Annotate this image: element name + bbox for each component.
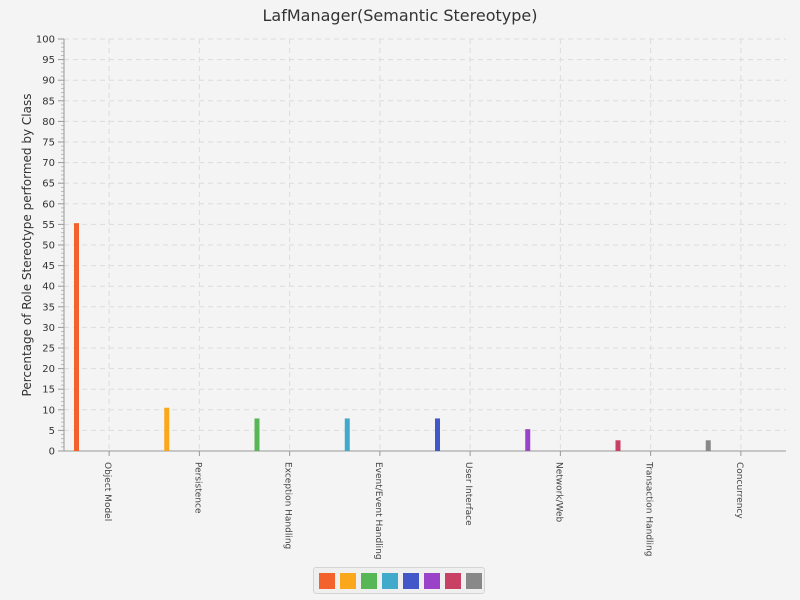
y-tick-label: 5 — [49, 426, 55, 437]
x-tick-label: Network/Web — [553, 462, 563, 523]
y-tick-label: 30 — [42, 323, 55, 334]
y-tick-label: 35 — [42, 302, 55, 313]
y-tick-label: 100 — [36, 35, 55, 46]
y-tick-label: 25 — [42, 344, 55, 355]
y-tick-label: 95 — [42, 55, 55, 66]
y-tick-label: 80 — [42, 117, 55, 128]
x-tick-label: Concurrency — [734, 462, 744, 519]
y-tick-label: 10 — [42, 405, 55, 416]
legend-swatch-5 — [424, 572, 440, 589]
axes — [58, 38, 786, 456]
y-tick-label: 0 — [49, 447, 55, 458]
bar-1 — [164, 407, 170, 451]
legend — [313, 567, 485, 594]
bar-5 — [525, 429, 531, 451]
x-tick-label: User Interface — [463, 462, 473, 526]
y-tick-label: 70 — [42, 158, 55, 169]
legend-swatch-4 — [403, 572, 419, 589]
legend-swatch-2 — [361, 572, 377, 589]
y-tick-label: 60 — [42, 199, 55, 210]
bar-0 — [74, 223, 79, 451]
x-tick-label: Event/Event Handling — [373, 462, 383, 560]
chart-title: LafManager(Semantic Stereotype) — [262, 6, 538, 25]
bar-2 — [254, 418, 260, 451]
y-tick-label: 50 — [42, 241, 55, 252]
x-tick-labels: Object Model Persistence Exception Handlin… — [102, 461, 744, 560]
x-tick-label: Exception Handling — [283, 462, 293, 549]
bar-4 — [435, 418, 440, 451]
legend-swatch-7 — [466, 572, 482, 589]
y-tick-label: 90 — [42, 76, 55, 87]
x-tick-label: Transaction Handling — [644, 461, 654, 556]
y-tick-label: 40 — [42, 282, 55, 293]
x-tick-label: Persistence — [192, 462, 202, 514]
bars — [74, 223, 711, 451]
legend-swatch-3 — [382, 572, 398, 589]
legend-swatch-1 — [340, 572, 356, 589]
y-axis-label: Percentage of Role Stereotype performed … — [20, 93, 34, 397]
y-tick-label: 55 — [42, 220, 55, 231]
y-tick-label: 45 — [42, 261, 55, 272]
legend-swatch-0 — [319, 572, 335, 589]
bar-7 — [705, 440, 711, 451]
y-tick-label: 15 — [42, 385, 55, 396]
y-tick-label: 85 — [42, 96, 55, 107]
y-tick-labels: 0 5 10 15 20 25 30 35 40 45 50 55 60 65 70 75 80 85 90 95 10… — [36, 35, 55, 458]
y-tick-label: 75 — [42, 138, 55, 149]
bar-3 — [344, 418, 350, 451]
bar-6 — [615, 440, 621, 451]
y-tick-label: 65 — [42, 179, 55, 190]
y-tick-label: 20 — [42, 364, 55, 375]
legend-swatch-6 — [445, 572, 461, 589]
grid-lines — [64, 38, 786, 451]
x-tick-label: Object Model — [102, 462, 112, 521]
